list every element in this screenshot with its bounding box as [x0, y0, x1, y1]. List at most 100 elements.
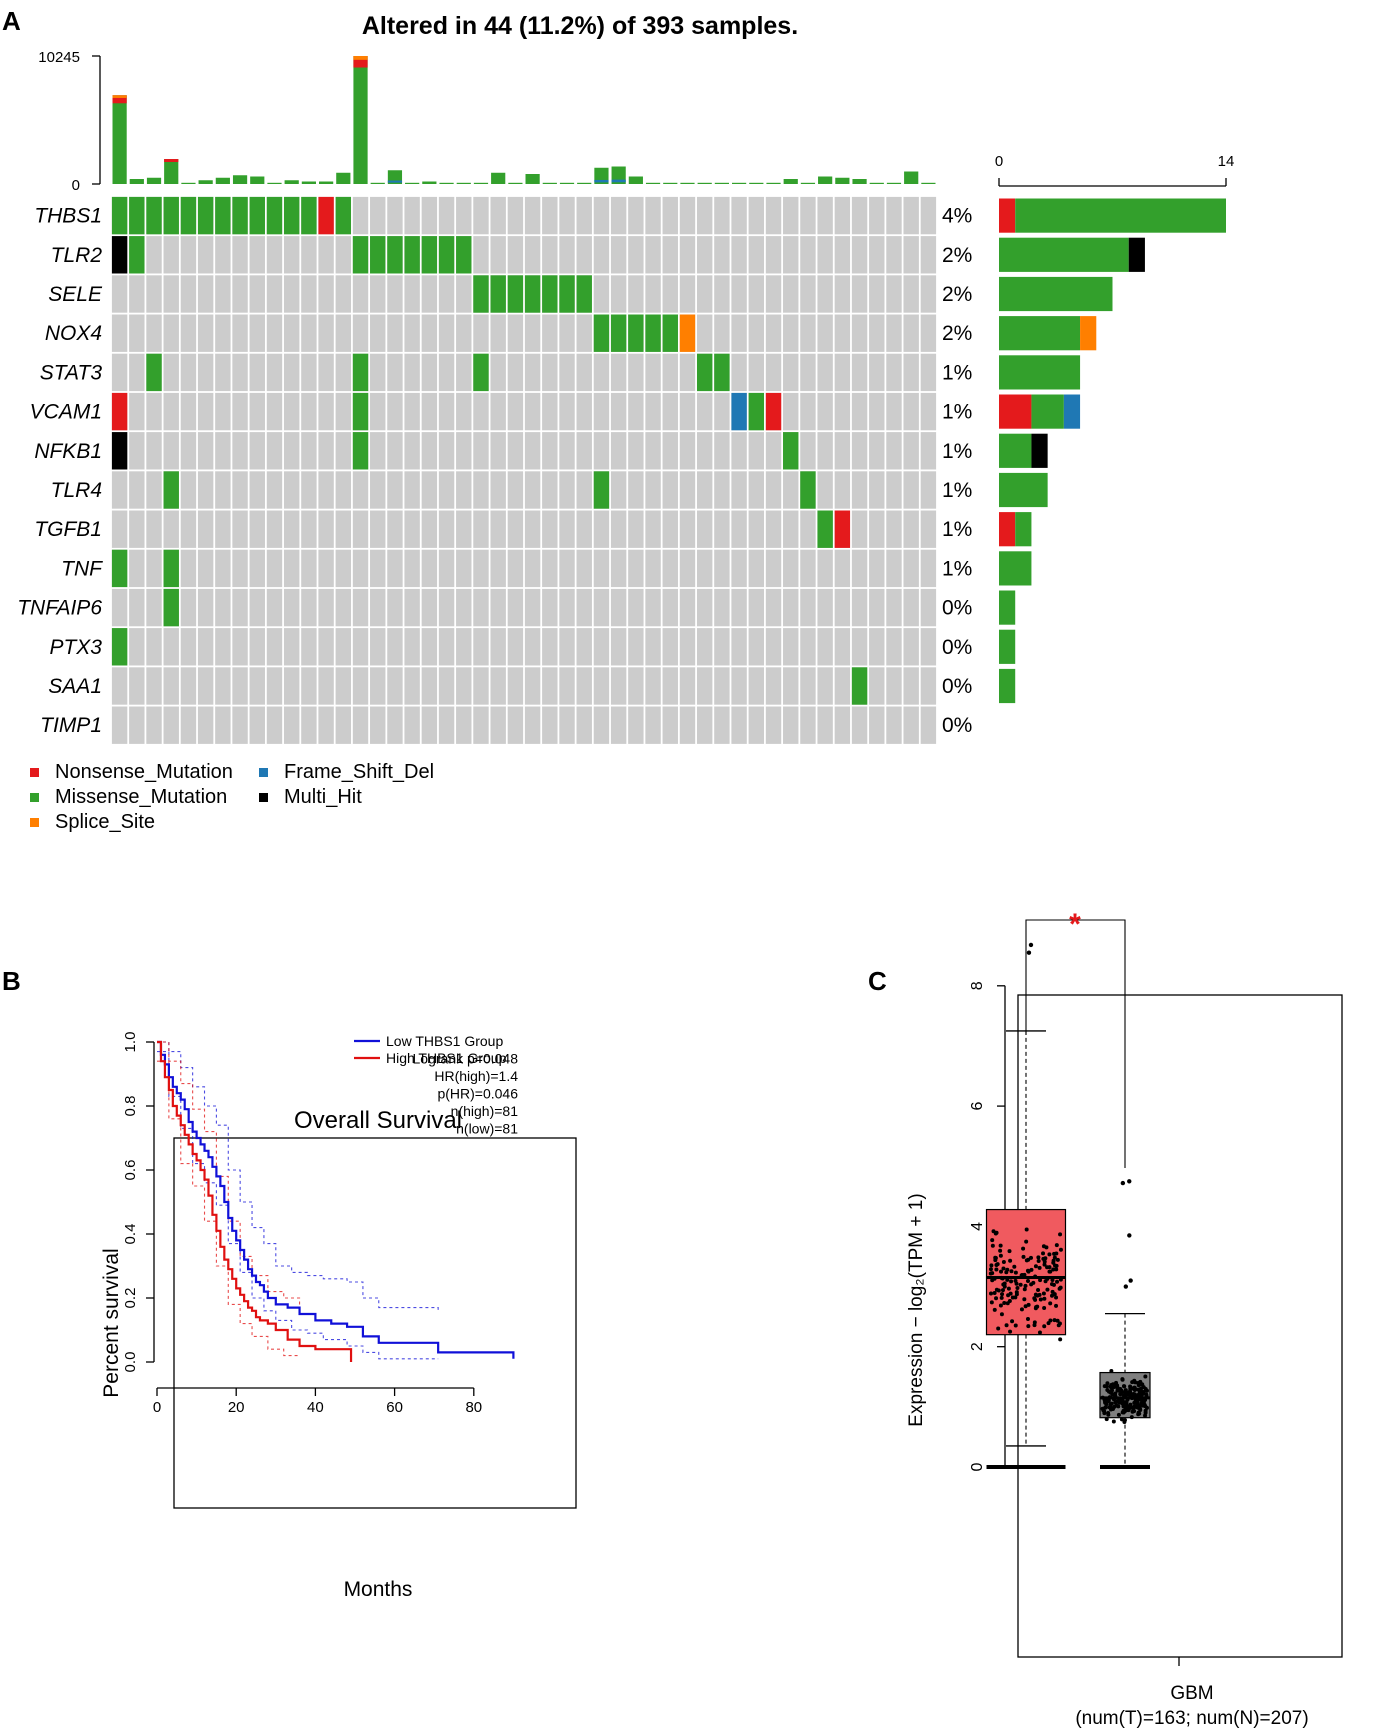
grid-cell	[834, 471, 851, 509]
grid-cell	[490, 432, 506, 470]
grid-cell	[249, 275, 265, 313]
data-point	[1051, 1282, 1056, 1287]
grid-cell	[129, 628, 145, 666]
grid-cell	[283, 667, 300, 705]
data-point	[1143, 1413, 1148, 1418]
data-point	[1102, 1384, 1107, 1389]
survival-x-tick-label: 80	[465, 1399, 482, 1416]
grid-cell	[507, 392, 524, 431]
grid-cell	[473, 392, 489, 431]
grid-cell	[524, 314, 541, 352]
grid-cell	[421, 628, 438, 666]
data-point	[1050, 1278, 1055, 1283]
data-point	[1022, 1287, 1027, 1292]
data-point	[1038, 1278, 1043, 1283]
percent-label: 1%	[942, 401, 972, 424]
alteration-cell	[146, 196, 162, 235]
grid-cell	[180, 353, 197, 392]
data-point	[1055, 1279, 1060, 1284]
grid-cell	[524, 628, 541, 666]
grid-cell	[524, 236, 541, 274]
grid-cell	[559, 392, 575, 431]
grid-cell	[421, 275, 438, 313]
top-bar	[645, 182, 661, 184]
data-point	[996, 1288, 1001, 1293]
grid-cell	[542, 314, 558, 352]
percent-label: 1%	[942, 518, 972, 541]
grid-cell	[679, 432, 696, 470]
grid-cell	[524, 549, 541, 588]
grid-cell	[266, 706, 283, 744]
data-point	[1022, 1272, 1027, 1277]
data-point	[1021, 1246, 1026, 1251]
grid-cell	[180, 706, 197, 744]
grid-cell	[301, 510, 317, 548]
grid-cell	[180, 432, 197, 470]
alteration-cell	[387, 236, 403, 274]
grid-cell	[542, 588, 558, 627]
grid-cell	[834, 432, 851, 470]
grid-cell	[783, 628, 799, 666]
legend-swatch	[30, 818, 39, 827]
survival-y-tick-label: 0.8	[122, 1096, 139, 1117]
grid-cell	[318, 510, 334, 548]
top-bar	[112, 95, 127, 184]
top-bar	[714, 182, 729, 184]
data-point	[1026, 1269, 1031, 1274]
top-bar-cap	[112, 95, 127, 104]
grid-cell	[869, 667, 885, 705]
top-bar	[559, 182, 575, 184]
significance-bracket: *	[1025, 908, 1126, 1168]
grid-cell	[696, 706, 713, 744]
data-point	[998, 1303, 1003, 1308]
side-bar-segment	[1080, 316, 1097, 351]
grid-cell	[301, 392, 317, 431]
grid-cell	[920, 706, 937, 744]
grid-cell	[197, 549, 214, 588]
side-bars	[999, 198, 1226, 704]
grid-cell	[146, 628, 162, 666]
alteration-cell	[283, 196, 300, 235]
data-point	[1056, 1323, 1061, 1328]
alteration-cell	[731, 392, 747, 431]
side-bar-segment	[999, 629, 1016, 664]
grid-cell	[714, 236, 730, 274]
grid-cell	[800, 275, 816, 313]
grid-cell	[576, 392, 592, 431]
data-point	[994, 1296, 999, 1301]
grid-cell	[456, 392, 472, 431]
top-bar	[491, 172, 506, 184]
data-point	[1010, 1319, 1015, 1324]
grid-cell	[748, 706, 765, 744]
grid-cell	[783, 196, 799, 235]
grid-cell	[800, 706, 816, 744]
grid-cell	[920, 471, 937, 509]
grid-cell	[748, 667, 765, 705]
data-point	[1042, 1324, 1047, 1329]
data-point	[998, 1248, 1003, 1253]
grid-cell	[714, 628, 730, 666]
alteration-cell	[111, 236, 128, 274]
grid-cell	[610, 392, 627, 431]
grid-cell	[559, 706, 575, 744]
grid-cell	[869, 471, 885, 509]
grid-cell	[266, 628, 283, 666]
data-point	[1013, 1270, 1018, 1275]
grid-cell	[593, 275, 610, 313]
data-point	[1009, 1279, 1014, 1284]
grid-cell	[215, 353, 231, 392]
grid-cell	[163, 236, 179, 274]
mutation-legend: Nonsense_Mutation Frame_Shift_Del Missense…	[30, 761, 434, 833]
data-point	[1137, 1411, 1142, 1416]
grid-cell	[387, 706, 403, 744]
data-point	[1120, 1377, 1125, 1382]
grid-cell	[352, 667, 369, 705]
data-point	[1018, 1282, 1023, 1287]
grid-cell	[628, 549, 644, 588]
grid-cell	[301, 706, 317, 744]
grid-cell	[886, 628, 902, 666]
gene-labels: THBS1 TLR2 SELE NOX4 STAT3 VCAM1 NFKB1 TLR4 TGFB…	[17, 205, 103, 738]
grid-cell	[111, 706, 128, 744]
grid-cell	[731, 196, 747, 235]
grid-cell	[834, 549, 851, 588]
